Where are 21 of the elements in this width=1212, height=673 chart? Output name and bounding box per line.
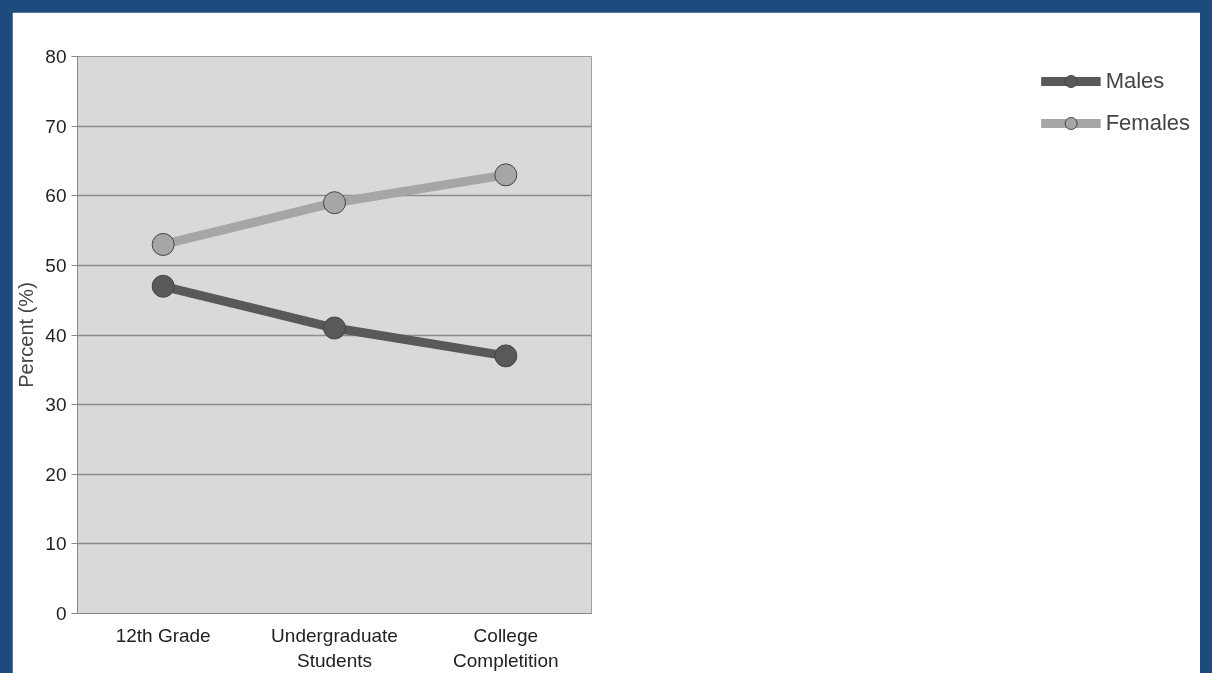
y-tick-label: 30: [45, 394, 67, 416]
legend-label: Females: [1105, 110, 1190, 136]
point: [323, 316, 346, 340]
legend-label: Males: [1105, 68, 1165, 94]
y-tick-label: 80: [45, 46, 67, 67]
y-tick-label: 40: [45, 324, 67, 346]
y-tick-label: 70: [45, 115, 67, 137]
x-tick-label: College Completition: [453, 624, 559, 671]
point: [151, 233, 175, 256]
y-tick-label: 60: [45, 185, 67, 207]
y-tick-label: 10: [45, 533, 67, 555]
x-tick-label: Undergraduate Students: [271, 624, 398, 671]
y-tick-label: 0: [55, 603, 67, 624]
point: [323, 191, 346, 215]
y-tick-label: 50: [45, 254, 67, 276]
x-tick-label: 12th Grade: [115, 624, 211, 646]
y-axis-title: Percent (%): [15, 282, 38, 388]
point: [494, 163, 518, 187]
point: [494, 344, 518, 368]
point: [151, 274, 175, 298]
y-tick-label: 20: [45, 463, 67, 485]
